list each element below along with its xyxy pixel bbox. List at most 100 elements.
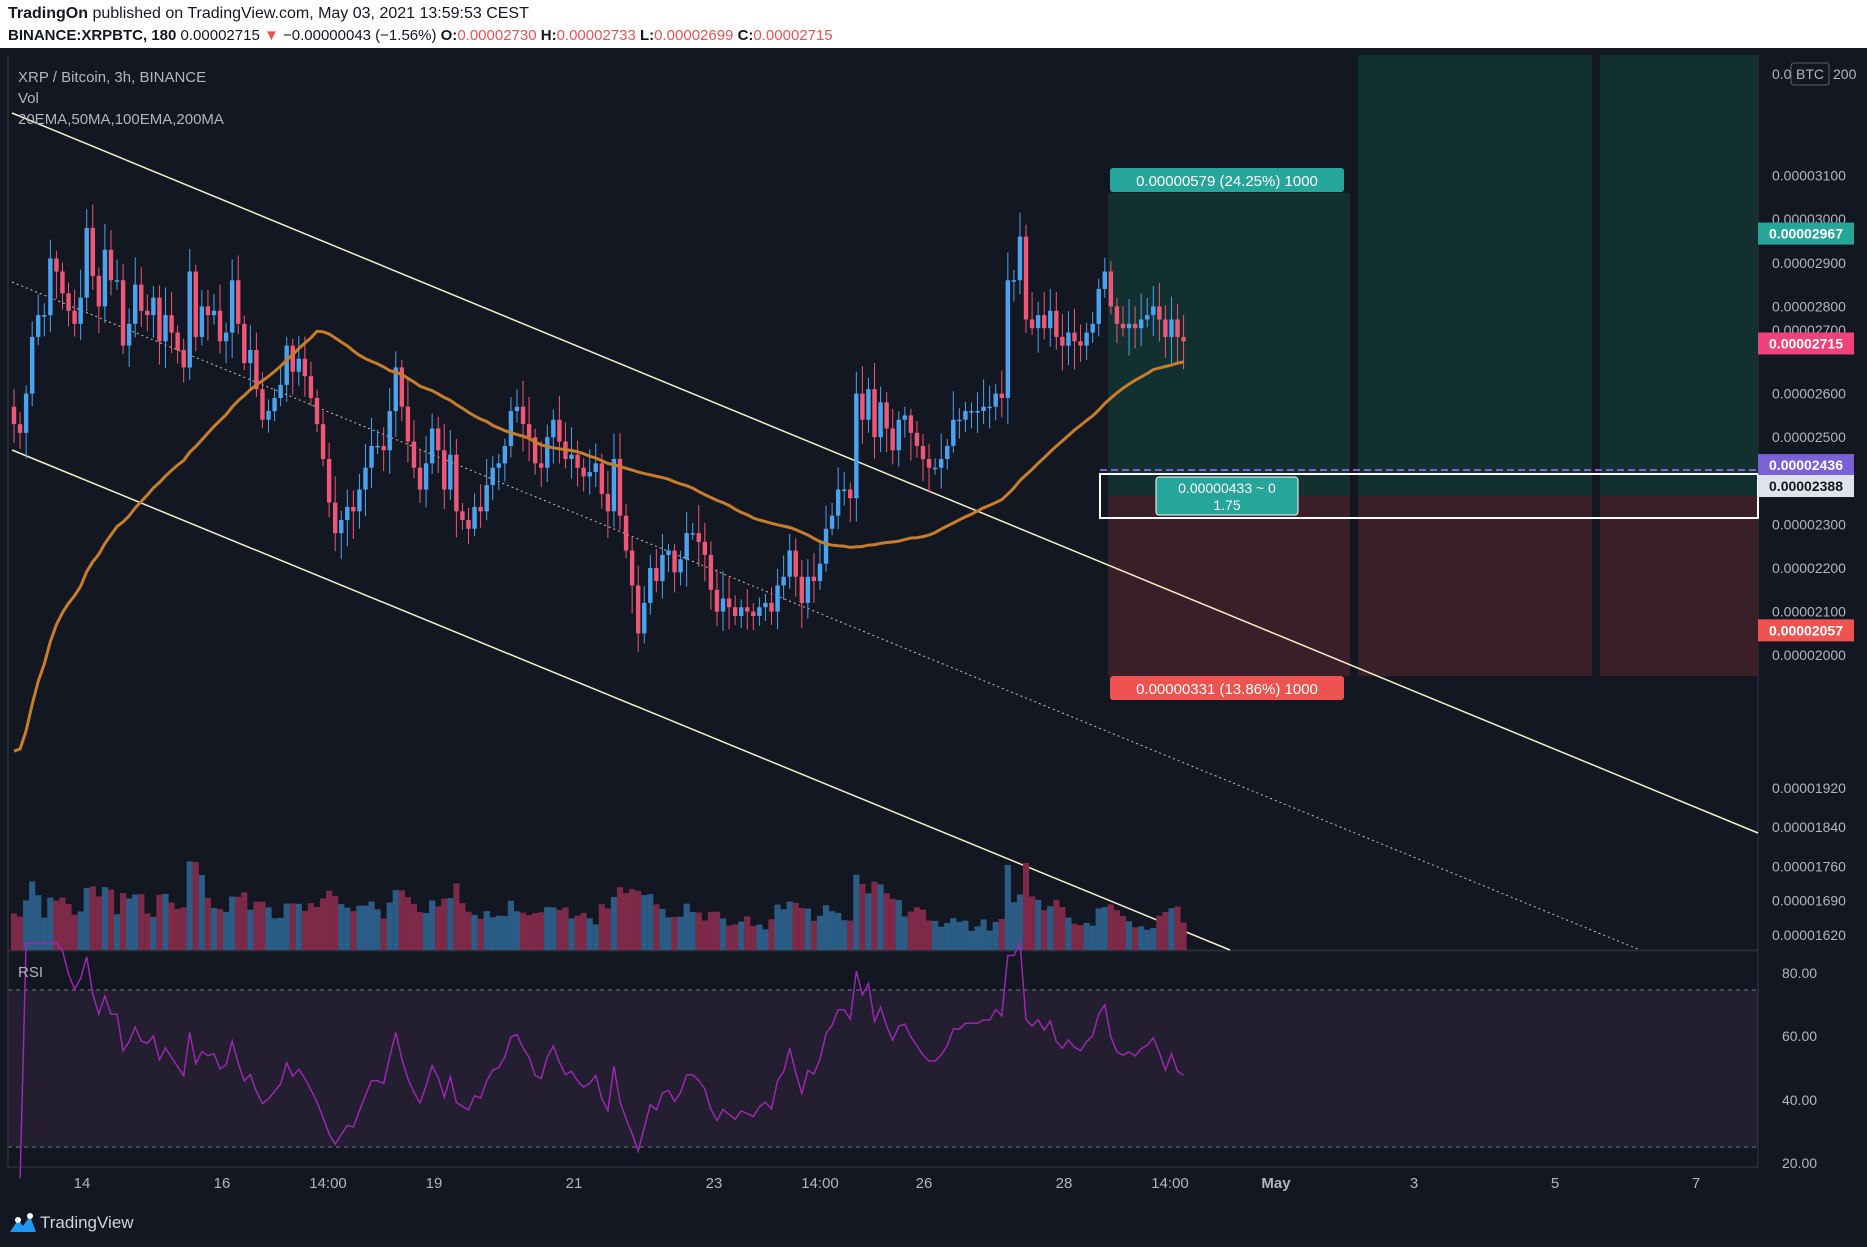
candle <box>1023 236 1029 320</box>
price-tag[interactable]: 0.00002967 <box>1769 226 1843 242</box>
volume-bar <box>1004 864 1011 950</box>
volume-bar <box>616 887 624 950</box>
candle <box>508 411 514 446</box>
currency-label[interactable]: BTC <box>1796 66 1824 82</box>
price-chart[interactable]: 0.00000579 (24.25%) 1000 0.00000331 (13.… <box>0 48 1867 1199</box>
candle <box>490 467 495 486</box>
snapshot-footer: TradingView <box>0 1199 1867 1247</box>
candle <box>866 389 871 420</box>
time-tick: 14:00 <box>309 1175 347 1192</box>
channel-upper-line[interactable] <box>11 112 1759 834</box>
candle <box>496 463 501 468</box>
volume-bar <box>1107 904 1114 950</box>
currency-badge[interactable] <box>1790 62 1830 86</box>
target-zone-top-1 <box>1358 55 1592 193</box>
candle <box>351 506 356 512</box>
volume-bar <box>938 926 945 950</box>
volume-bar <box>841 920 848 950</box>
candle <box>1120 323 1126 329</box>
candle <box>696 533 701 542</box>
time-axis[interactable]: 14 16 14:00 19 21 23 14:00 26 28 14:00 May 3 5 7 <box>74 1175 1701 1192</box>
candle <box>193 271 198 337</box>
price-tick: 0.00002600 <box>1772 386 1846 402</box>
volume-bar <box>992 921 999 950</box>
volume-bar <box>871 881 878 950</box>
volume-bar <box>265 907 272 950</box>
rsi-tick: 80.00 <box>1782 965 1817 981</box>
price-tick: 0.00002300 <box>1772 516 1846 532</box>
volume-bar <box>883 893 890 950</box>
high-value: 0.00002733 <box>556 27 636 44</box>
target-zone[interactable] <box>1108 193 1758 496</box>
volume-bar <box>798 907 805 950</box>
candle <box>460 511 465 521</box>
price-tag[interactable]: 0.00002057 <box>1769 622 1843 638</box>
candle <box>551 419 556 438</box>
candle <box>1042 315 1047 329</box>
legend-title[interactable]: XRP / Bitcoin, 3h, BINANCE <box>18 69 206 86</box>
candle <box>654 568 659 582</box>
candle <box>932 467 938 470</box>
volume-bar <box>1016 894 1024 950</box>
ratio-label-line1: 0.00000433 ~ 0 <box>1178 480 1276 496</box>
moving-average-line[interactable] <box>13 329 1184 753</box>
candle <box>145 310 150 316</box>
volume-bar <box>132 894 139 950</box>
volume-bar <box>1144 929 1151 950</box>
price-tag[interactable]: 0.00002436 <box>1769 457 1843 473</box>
candle <box>242 323 247 364</box>
volume-bar <box>659 908 666 950</box>
candle <box>187 271 192 368</box>
volume-bar <box>71 914 78 950</box>
volume-bar <box>416 911 424 950</box>
candle <box>817 563 823 582</box>
candle <box>957 419 962 422</box>
volume-bar <box>774 904 781 950</box>
volume-bar <box>641 895 648 950</box>
candle <box>284 345 289 385</box>
volume-bar <box>1180 922 1187 950</box>
candle <box>969 411 974 413</box>
channel-midline[interactable] <box>11 281 1641 951</box>
snapshot-header: TradingOn published on TradingView.com, … <box>0 0 1867 48</box>
price-tag[interactable]: 0.00002715 <box>1769 335 1843 351</box>
volume-bar <box>1119 916 1127 950</box>
volume-bar <box>198 875 205 950</box>
candle <box>254 350 259 390</box>
rsi-axis[interactable]: 80.00 60.00 40.00 20.00 <box>1782 965 1817 1171</box>
low-value: 0.00002699 <box>654 27 734 44</box>
volume-bar <box>822 905 830 950</box>
candle <box>623 515 629 551</box>
price-tag[interactable]: 0.00002388 <box>1769 478 1843 494</box>
volume-bar <box>847 920 854 950</box>
volume-bar <box>295 903 302 950</box>
price-tick-partial: 200 <box>1833 66 1857 82</box>
candle <box>690 533 695 535</box>
legend-rsi[interactable]: RSI <box>18 964 43 981</box>
legend-mas[interactable]: 20EMA,50MA,100EMA,200MA <box>18 111 224 128</box>
candle <box>732 607 738 616</box>
price-tick: 0.00001840 <box>1772 819 1846 835</box>
volume-bar <box>1162 911 1169 950</box>
candle <box>575 454 580 468</box>
candle <box>1066 332 1071 346</box>
publisher-name[interactable]: TradingOn <box>8 5 88 22</box>
price-axis[interactable]: 0.0 BTC 200 0.000031000.000030000.000029… <box>1758 62 1857 943</box>
candle <box>793 550 798 577</box>
legend-volume[interactable]: Vol <box>18 90 39 107</box>
candle <box>54 258 59 272</box>
price-tick: 0.00001920 <box>1772 780 1846 796</box>
volume-bar <box>247 909 254 950</box>
footer-brand[interactable]: TradingView <box>40 1213 134 1232</box>
stop-zone[interactable] <box>1108 496 1758 676</box>
candle <box>484 485 489 512</box>
volume-bar <box>241 892 248 950</box>
volume-bar <box>998 918 1005 950</box>
candle <box>454 454 459 512</box>
volume-bar <box>671 916 678 950</box>
rsi-line[interactable] <box>19 940 1185 1179</box>
candle <box>423 463 429 490</box>
volume-bar <box>477 918 484 950</box>
volume-bar <box>453 883 460 950</box>
volume-bar <box>422 913 430 950</box>
